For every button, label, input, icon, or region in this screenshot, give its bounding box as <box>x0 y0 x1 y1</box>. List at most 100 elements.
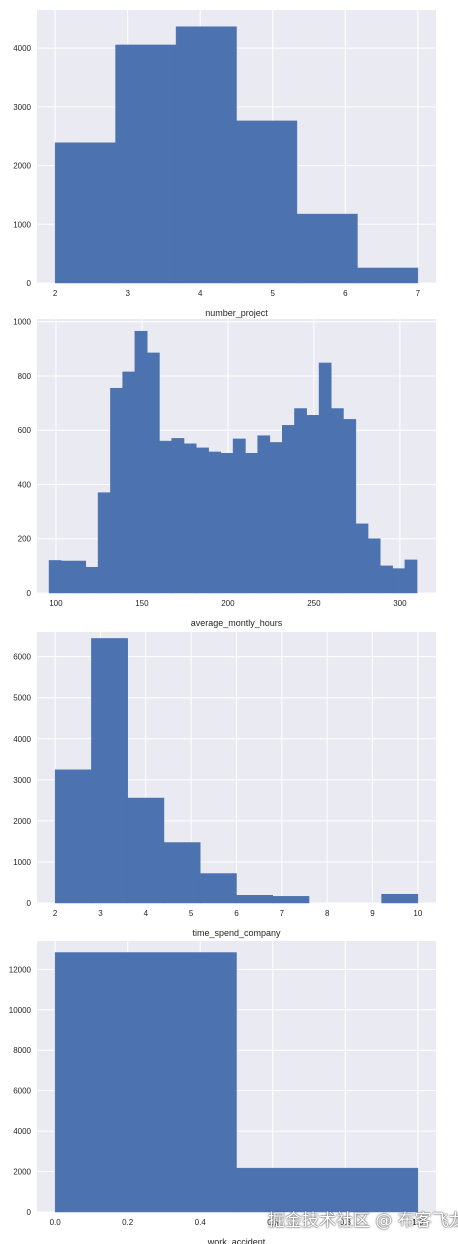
x-tick-label: 5 <box>189 909 194 918</box>
y-tick-label: 0 <box>27 279 32 288</box>
x-tick-label: 4 <box>198 289 203 298</box>
histogram-bar <box>60 560 74 594</box>
x-tick-label: 100 <box>49 599 63 608</box>
x-tick-label: 10 <box>413 909 422 918</box>
y-tick-label: 6000 <box>13 1087 31 1096</box>
histogram-bar <box>357 267 419 284</box>
histogram-bar <box>404 559 418 594</box>
histogram-bar <box>232 438 246 594</box>
histogram-bar <box>146 352 160 594</box>
histogram-bar <box>115 44 177 284</box>
y-tick-label: 5000 <box>13 694 31 703</box>
x-tick-label: 7 <box>416 289 421 298</box>
histogram-bar <box>97 492 111 594</box>
x-tick-label: 9 <box>370 909 375 918</box>
x-tick-label: 3 <box>125 289 130 298</box>
histogram-bar <box>110 387 123 594</box>
y-tick-label: 0 <box>27 899 32 908</box>
histogram-bar <box>355 523 369 594</box>
watermark-text: 掘金技术社区 @ 布客飞龙 <box>268 1211 458 1231</box>
histogram-bar <box>236 895 274 904</box>
x-tick-label: 0.6 <box>267 1218 279 1227</box>
x-axis-label: average_montly_hours <box>191 618 283 628</box>
histogram-bar <box>163 842 201 904</box>
y-tick-label: 4000 <box>13 44 31 53</box>
y-tick-label: 0 <box>27 1208 32 1217</box>
x-tick-label: 0.0 <box>50 1218 62 1227</box>
histogram-bar <box>48 560 62 594</box>
y-tick-label: 3000 <box>13 776 31 785</box>
histogram-bar <box>91 638 128 904</box>
y-tick-label: 200 <box>18 535 32 544</box>
histogram-bar <box>236 120 298 284</box>
histogram-bar <box>171 438 185 594</box>
x-tick-label: 7 <box>280 909 285 918</box>
histogram-bar <box>134 330 148 594</box>
x-tick-label: 1.0 <box>412 1218 424 1227</box>
x-tick-label: 4 <box>144 909 149 918</box>
histogram-bar <box>175 26 237 284</box>
x-tick-label: 5 <box>271 289 276 298</box>
histogram-bar <box>281 425 295 594</box>
y-tick-label: 4000 <box>13 1127 31 1136</box>
histogram-bar <box>294 408 307 594</box>
histogram-bar <box>199 873 237 904</box>
y-tick-label: 1000 <box>13 220 31 229</box>
y-tick-label: 800 <box>18 372 32 381</box>
x-tick-label: 0.2 <box>122 1218 134 1227</box>
y-tick-label: 12000 <box>9 965 32 974</box>
x-tick-label: 2 <box>53 289 58 298</box>
histogram-bar <box>272 896 310 904</box>
histogram-bar <box>208 451 222 594</box>
y-tick-label: 400 <box>18 480 32 489</box>
histogram-bar <box>220 453 234 594</box>
y-tick-label: 6000 <box>13 653 31 662</box>
histogram-bar <box>318 362 332 594</box>
histogram-bar <box>343 419 357 594</box>
histogram-bar <box>73 560 87 594</box>
histogram-bar <box>183 443 197 594</box>
histogram-bar <box>159 440 172 594</box>
histogram-panel-1: 2 3 4 5 6 7 0 1000 2000 3000 4000 number_project <box>13 10 436 318</box>
x-tick-label: 6 <box>234 909 239 918</box>
x-tick-label: 8 <box>325 909 330 918</box>
histogram-bar <box>54 769 92 904</box>
histogram-bar <box>380 565 393 594</box>
histogram-bar <box>269 442 283 594</box>
x-tick-label: 0.4 <box>195 1218 207 1227</box>
x-tick-label: 6 <box>343 289 348 298</box>
histogram-panel-4: 0.0 0.2 0.4 0.6 0.8 1.0 0 2000 4000 6000 8000 10000… <box>9 941 436 1244</box>
x-tick-label: 250 <box>307 599 321 608</box>
y-tick-label: 1000 <box>13 318 31 327</box>
x-tick-label: 200 <box>221 599 235 608</box>
histogram-bar <box>392 568 406 594</box>
histogram-bar <box>196 447 209 594</box>
histogram-bar <box>306 415 320 594</box>
x-axis-label: work_accident <box>207 1237 266 1244</box>
x-tick-label: 300 <box>393 599 407 608</box>
histogram-bar <box>236 1167 419 1213</box>
histogram-bar <box>367 538 381 594</box>
y-tick-label: 10000 <box>9 1006 32 1015</box>
x-tick-label: 2 <box>53 909 58 918</box>
x-tick-label: 0.8 <box>340 1218 352 1227</box>
x-tick-label: 150 <box>135 599 149 608</box>
histogram-panel-3: 2 3 4 5 6 7 8 9 10 0 1000 2000 3000 4000 5000 6000 time_… <box>13 632 436 938</box>
y-tick-label: 8000 <box>13 1046 31 1055</box>
histogram-bar <box>127 797 165 904</box>
x-axis-label: number_project <box>205 308 268 318</box>
y-tick-label: 4000 <box>13 735 31 744</box>
x-axis-label: time_spend_company <box>192 928 281 938</box>
histogram-bar <box>296 213 358 284</box>
histogram-bar <box>54 142 116 284</box>
histogram-bar <box>257 435 271 594</box>
histogram-bar <box>85 566 99 594</box>
y-tick-label: 600 <box>18 426 32 435</box>
x-tick-label: 3 <box>98 909 103 918</box>
histogram-panel-2: 100 150 200 250 300 0 200 400 600 800 1000 average_… <box>13 318 436 628</box>
histogram-bar <box>54 952 237 1213</box>
histogram-bar <box>122 371 136 594</box>
histogram-bar <box>381 893 419 904</box>
y-tick-label: 2000 <box>13 1168 31 1177</box>
